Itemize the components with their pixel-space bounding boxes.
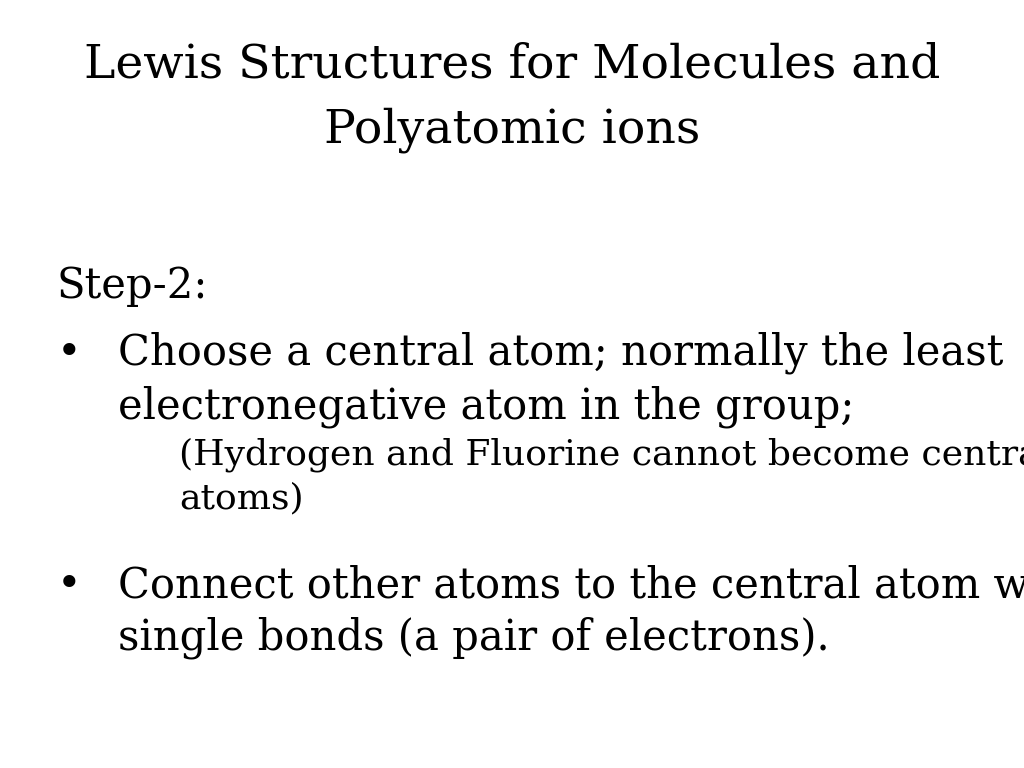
- Text: (Hydrogen and Fluorine cannot become central: (Hydrogen and Fluorine cannot become cen…: [179, 438, 1024, 472]
- Text: atoms): atoms): [179, 482, 304, 515]
- Text: •: •: [56, 332, 81, 374]
- Text: Step-2:: Step-2:: [56, 265, 208, 307]
- Text: •: •: [56, 564, 81, 607]
- Text: electronegative atom in the group;: electronegative atom in the group;: [118, 386, 854, 428]
- Text: Connect other atoms to the central atom with: Connect other atoms to the central atom …: [118, 564, 1024, 607]
- Text: Choose a central atom; normally the least: Choose a central atom; normally the leas…: [118, 332, 1004, 374]
- Text: Lewis Structures for Molecules and: Lewis Structures for Molecules and: [84, 42, 940, 88]
- Text: single bonds (a pair of electrons).: single bonds (a pair of electrons).: [118, 617, 829, 659]
- Text: Polyatomic ions: Polyatomic ions: [324, 108, 700, 154]
